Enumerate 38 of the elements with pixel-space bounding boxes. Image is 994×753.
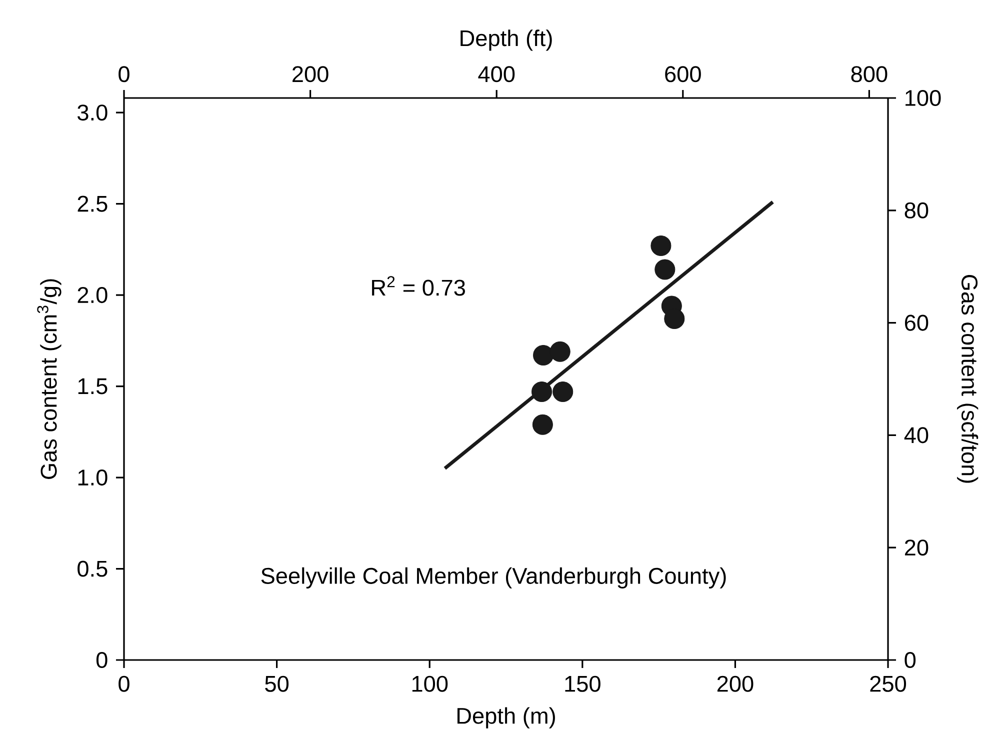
x-tick-label: 0 bbox=[118, 676, 130, 692]
x-tick-label: 200 bbox=[717, 676, 754, 692]
x-axis-title: Depth (m) bbox=[457, 707, 555, 728]
x-tick-label: 250 bbox=[870, 676, 906, 692]
y-tick-label: 2.5 bbox=[78, 196, 108, 212]
x2-tick-label: 200 bbox=[292, 66, 328, 82]
point bbox=[552, 382, 574, 402]
y-axis-title: Gas content (cm$^{3}$/g) bbox=[37, 279, 62, 479]
point bbox=[650, 236, 672, 256]
point bbox=[550, 341, 570, 362]
y2-axis-title: Gas content (scf/ton) bbox=[957, 274, 978, 483]
y2-tick-label: 100 bbox=[906, 90, 941, 106]
x-tick-label: 100 bbox=[412, 676, 448, 692]
point bbox=[533, 345, 554, 366]
y-tick-label: 0.5 bbox=[78, 560, 108, 577]
x2-axis-title: Depth (ft) bbox=[460, 30, 552, 51]
annotation: Seelyville Coal Member (Vanderburgh County) bbox=[261, 567, 726, 588]
y2-tick-label: 20 bbox=[904, 540, 928, 556]
y2-tick-label: 80 bbox=[904, 202, 928, 218]
x2-tick-label: 400 bbox=[478, 66, 515, 82]
point bbox=[654, 259, 676, 280]
x2-tick-label: 600 bbox=[665, 66, 701, 82]
y-tick-label: 0 bbox=[96, 652, 108, 668]
y-tick-label: 3.0 bbox=[78, 104, 108, 121]
y-tick-label: 2.0 bbox=[78, 287, 108, 304]
y-tick-label: 1.5 bbox=[78, 378, 108, 394]
x2-tick-label: 800 bbox=[851, 66, 888, 82]
point bbox=[532, 414, 553, 435]
point bbox=[664, 308, 685, 330]
y-tick-label: 1.0 bbox=[78, 470, 108, 486]
y2-tick-label: 0 bbox=[904, 652, 916, 668]
x-tick-label: 50 bbox=[265, 676, 289, 692]
y2-tick-label: 40 bbox=[904, 427, 928, 444]
y2-tick-label: 60 bbox=[904, 314, 928, 331]
x-tick-label: 150 bbox=[565, 676, 600, 692]
point bbox=[531, 382, 552, 402]
x2-tick-label: 0 bbox=[118, 66, 130, 82]
annotation: R$^{2}$ = 0.73 bbox=[372, 276, 465, 296]
